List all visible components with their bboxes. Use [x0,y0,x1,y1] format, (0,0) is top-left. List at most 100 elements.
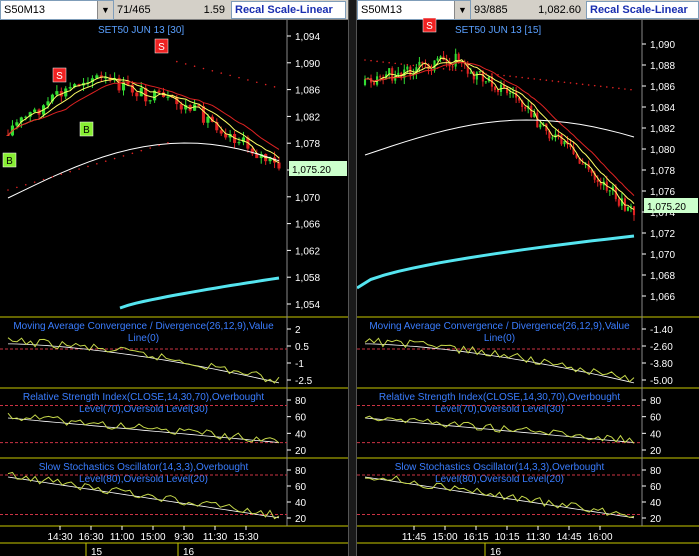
indicator-title: Slow Stochastics Oscillator(14,3,3),Over… [395,462,605,473]
chevron-down-icon[interactable]: ▼ [454,1,470,19]
indicator-tick-label: 40 [650,498,662,509]
left-symbol-select[interactable]: S50M13 ▼ [0,0,114,20]
sar-dot [509,75,511,77]
candle-body [448,61,451,67]
sar-dot [575,82,578,85]
indicator-main-line [7,471,280,520]
candle-body [268,157,272,162]
candle-body [215,121,219,131]
left-bar-count: 71/465 [117,4,151,16]
candle-body [255,153,259,159]
chart-title: SET50 JUN 13 [15] [455,25,541,36]
indicator-tick-label: 80 [650,466,662,477]
indicator-tick-label: 80 [650,396,662,407]
ma-red-line [364,61,635,196]
candle-body [259,154,263,159]
time-label: 11:00 [110,532,135,543]
signal-label: B [83,125,90,136]
sar-dot [412,64,415,67]
candle-body [451,66,454,68]
time-label: 10:15 [494,532,519,543]
sar-dot [442,67,445,70]
candle-body [509,92,512,94]
candle-body [117,77,121,91]
sar-dot [33,181,36,183]
right-chart-panel[interactable]: S50M13 ▼ 93/885 1,082.60 Recal Scale-Lin… [357,0,699,556]
candle-body [406,66,409,70]
sar-dot [460,69,463,72]
price-tick-label: 1,094 [295,32,320,43]
candle-body [626,206,630,211]
candle-body [99,75,103,78]
right-recal-scale-button[interactable]: Recal Scale-Linear [586,1,699,19]
indicator-subtitle: Level(80),Oversold Level(20) [435,474,564,485]
candle-body [484,81,487,83]
candle-body [6,135,10,136]
ma-long-line [357,234,635,290]
sar-dot [149,147,151,149]
sar-dot [273,86,276,88]
chevron-down-icon[interactable]: ▼ [97,1,113,19]
candle-body [596,179,599,182]
candle-body [557,134,560,136]
indicator-signal-line [365,343,635,384]
sar-dot [587,84,590,86]
time-label: 11:45 [402,532,427,543]
time-label: 16:30 [78,532,103,543]
sar-dot [87,165,89,168]
candle-body [24,116,28,118]
sar-dot [448,68,451,71]
price-tick-label: 1,082 [295,112,320,123]
sar-dot [503,74,505,77]
left-chart-panel[interactable]: S50M13 ▼ 71/465 1.59 Recal Scale-Linear … [0,0,348,556]
left-chart-canvas[interactable]: SET50 JUN 13 [30] 1,094 1,090 1,086 1,082 1,0… [0,0,348,556]
time-label: 15:00 [140,532,165,543]
sar-dot [388,61,390,64]
candle-body [379,76,382,78]
sar-dot [140,149,143,152]
date-label: 16 [490,547,502,556]
candle-body [55,91,59,95]
sar-dot [193,65,196,67]
sar-dot [104,160,107,162]
sar-dot [400,63,403,65]
candle-body [424,63,427,65]
sar-dot [96,162,98,165]
candle-body [481,71,484,82]
price-tick-label: 1,084 [650,103,675,114]
sar-dot [436,67,439,69]
left-recal-scale-button[interactable]: Recal Scale-Linear [231,1,346,19]
last-price-label: 1,075.20 [647,202,686,213]
indicator-tick-label: 60 [650,482,662,493]
indicator-title: Slow Stochastics Oscillator(14,3,3),Over… [39,462,249,473]
ma-fast-line [364,57,635,210]
sar-dot [539,78,542,81]
right-symbol-select[interactable]: S50M13 ▼ [357,0,471,20]
indicator-tick-label: 20 [650,446,662,457]
sar-dot [581,83,584,86]
candle-body [157,90,161,93]
candle-body [184,105,188,110]
indicator-tick-label: 60 [295,413,307,424]
sar-dot [612,86,614,89]
time-label: 15:00 [432,532,457,543]
sar-dot [255,81,258,84]
buy-signal-marker [2,152,17,168]
candle-body [228,134,232,138]
sar-dot [220,72,223,74]
right-chart-canvas[interactable]: SET50 JUN 13 [15] 1,090 1,088 1,086 1,084 1,0… [357,0,699,556]
candle-body [496,89,500,92]
price-tick-label: 1,066 [650,292,675,303]
candle-body [153,90,157,101]
price-tick-label: 1,078 [650,166,675,177]
ma-long-line [119,276,280,310]
candle-body [493,86,497,90]
candle-body [620,198,623,206]
panel-splitter[interactable] [348,0,357,556]
sar-dot [60,173,63,176]
sar-dot [491,73,493,75]
last-price-label: 1,075.20 [292,165,331,176]
last-price-badge [289,161,347,176]
candle-body [560,134,563,145]
price-tick-label: 1,086 [295,86,320,97]
